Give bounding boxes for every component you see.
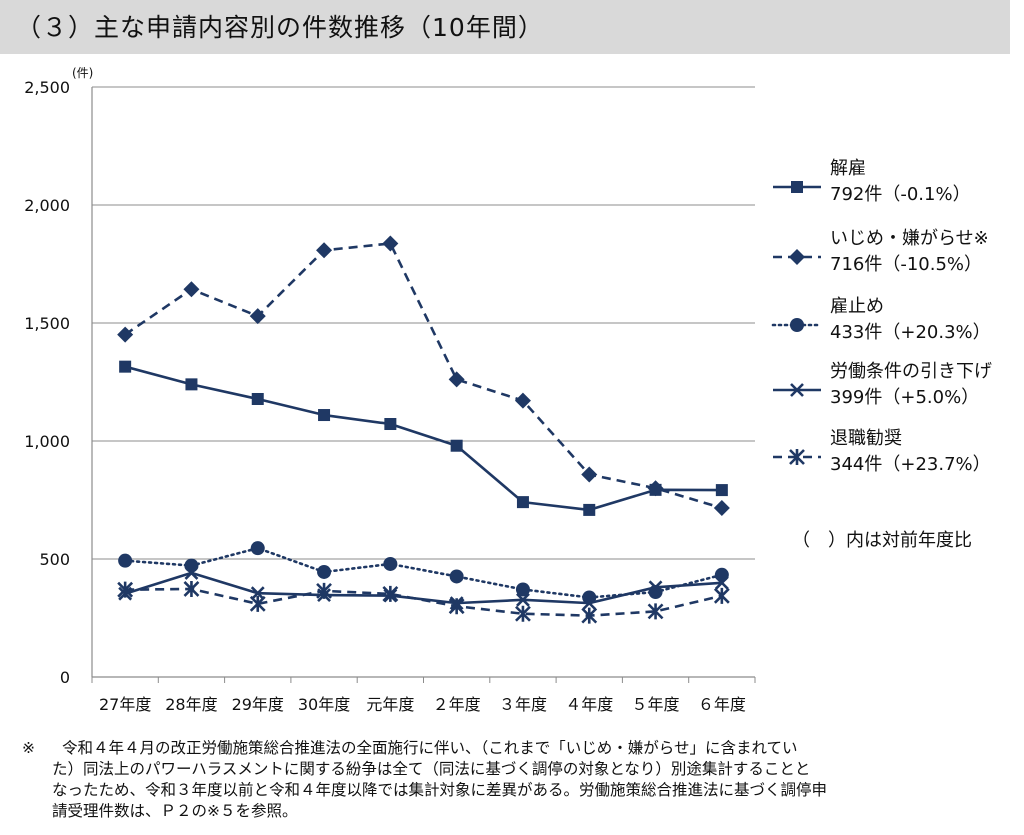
data-point xyxy=(583,503,596,516)
series-2 xyxy=(117,235,730,517)
data-point xyxy=(448,371,465,388)
legend-detail: 344件（+23.7%） xyxy=(830,454,991,475)
series-4 xyxy=(118,566,729,611)
data-point xyxy=(713,587,730,604)
data-point xyxy=(647,480,664,497)
data-point xyxy=(714,575,729,590)
legend-marker xyxy=(790,318,804,332)
footnote-mark: ※ xyxy=(22,739,35,757)
y-tick-label: 1,000 xyxy=(24,432,70,451)
data-point xyxy=(581,607,598,624)
legend-label: 解雇 xyxy=(830,158,866,179)
legend-item: 退職勧奨 344件（+23.7%） xyxy=(773,428,991,475)
y-tick-label: 2,500 xyxy=(24,78,70,97)
series-1 xyxy=(119,360,728,516)
legend-annotation: （ ）内は対前年度比 xyxy=(792,530,972,551)
data-point xyxy=(249,595,266,612)
footnote-line: た）同法上のパワーハラスメントに関する紛争は全て（同法に基づく調停の対象となり）… xyxy=(52,760,811,778)
data-point xyxy=(316,242,333,259)
legend-detail: 792件（-0.1%） xyxy=(830,184,971,205)
x-tick-label: ３年度 xyxy=(499,695,547,714)
data-point xyxy=(448,598,465,615)
legend-item: 雇止め 433件（+20.3%） xyxy=(771,296,991,343)
data-point xyxy=(450,439,463,452)
data-point xyxy=(318,409,331,422)
data-point xyxy=(449,569,464,584)
legend-detail: 399件（+5.0%） xyxy=(830,387,979,408)
y-tick-label: 1,500 xyxy=(24,314,70,333)
data-point xyxy=(184,566,199,580)
footnote-line: 令和４年４月の改正労働施策総合推進法の全面施行に伴い、（これまで「いじめ・嫌がら… xyxy=(62,739,798,757)
y-tick-label: 500 xyxy=(39,550,70,569)
data-point xyxy=(514,392,531,409)
data-point xyxy=(251,392,264,405)
data-point xyxy=(382,585,399,602)
footnote-line: なったため、令和３年度以前と令和４年度以降では集計対象に差異がある。労働施策総合… xyxy=(52,781,828,799)
data-point xyxy=(516,496,529,509)
data-point xyxy=(117,581,134,598)
x-tick-label: ５年度 xyxy=(632,695,680,714)
y-unit-label: (件) xyxy=(72,66,93,80)
data-point xyxy=(118,553,133,568)
legend-marker xyxy=(789,449,805,465)
legend-detail: 433件（+20.3%） xyxy=(830,322,991,343)
series-line xyxy=(124,571,722,605)
data-point xyxy=(516,592,530,607)
legend-marker xyxy=(791,181,803,193)
data-point xyxy=(383,556,398,571)
legend-marker xyxy=(790,383,804,397)
x-tick-label: ６年度 xyxy=(698,695,746,714)
data-point xyxy=(515,582,530,597)
data-point xyxy=(648,580,663,595)
x-tick-label: ２年度 xyxy=(433,695,481,714)
legend-item: 解雇 792件（-0.1%） xyxy=(773,158,971,205)
legend-detail: 716件（-10.5%） xyxy=(830,254,982,275)
data-point xyxy=(317,564,332,579)
legend-item: 労働条件の引き下げ 399件（+5.0%） xyxy=(773,361,992,408)
x-tick-label: ４年度 xyxy=(565,695,613,714)
x-tick-label: 29年度 xyxy=(232,695,284,714)
legend-item: いじめ・嫌がらせ※ 716件（-10.5%） xyxy=(773,228,989,275)
data-point xyxy=(183,281,200,298)
data-point xyxy=(250,586,265,601)
data-point xyxy=(715,484,728,497)
data-point xyxy=(647,603,664,620)
legend-label: 雇止め xyxy=(830,296,884,317)
series-line xyxy=(124,365,722,512)
series-3 xyxy=(118,541,729,605)
data-point xyxy=(117,326,134,343)
series-line xyxy=(125,587,723,617)
data-point xyxy=(119,360,132,373)
legend-label: 労働条件の引き下げ xyxy=(830,361,992,382)
data-point xyxy=(384,418,397,431)
series-5 xyxy=(117,580,730,624)
x-tick-label: 28年度 xyxy=(165,695,217,714)
legend-label: 退職勧奨 xyxy=(830,428,902,449)
series-line xyxy=(123,546,724,599)
page-title: （３）主な申請内容別の件数推移（10年間） xyxy=(16,13,544,42)
title-bar: （３）主な申請内容別の件数推移（10年間） xyxy=(0,0,1010,54)
data-point xyxy=(713,500,730,517)
x-tick-label: 元年度 xyxy=(366,695,414,714)
footnote-line: 請受理件数は、Ｐ２の※５を参照。 xyxy=(52,802,298,820)
legend-marker xyxy=(789,249,805,265)
data-point xyxy=(185,378,198,391)
x-tick-label: 27年度 xyxy=(99,695,151,714)
data-point xyxy=(184,558,199,573)
data-point xyxy=(515,605,531,622)
data-point xyxy=(581,466,598,483)
data-point xyxy=(316,582,332,599)
data-point xyxy=(183,580,200,597)
data-point xyxy=(250,541,265,556)
legend-label: いじめ・嫌がらせ※ xyxy=(830,228,989,249)
x-tick-label: 30年度 xyxy=(298,695,350,714)
y-tick-label: 0 xyxy=(60,668,70,687)
data-point xyxy=(582,596,597,611)
data-point xyxy=(249,308,266,325)
series-line xyxy=(124,242,723,510)
data-point xyxy=(382,235,399,252)
y-tick-label: 2,000 xyxy=(24,196,70,215)
line-chart: 0 500 1,000 1,500 2,000 2,500(件) 27年度 28年度 29年度 3… xyxy=(24,66,992,714)
